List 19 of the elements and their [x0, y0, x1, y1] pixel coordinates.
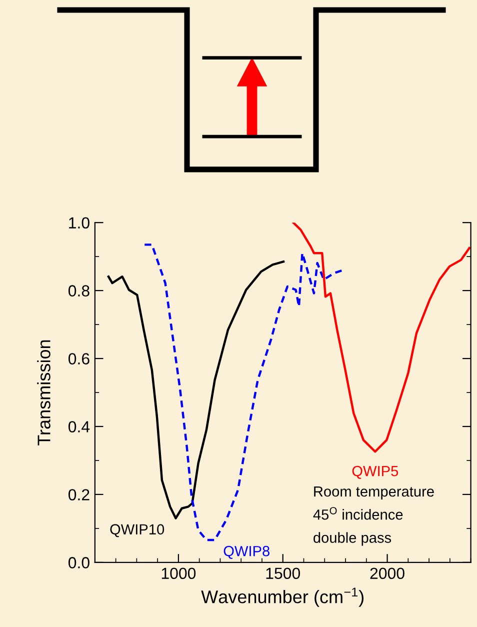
- line-series: [292, 222, 470, 453]
- annotation: double pass: [314, 532, 392, 546]
- annotation: QWIP8: [224, 546, 270, 559]
- y-tick-label: 0.4: [68, 421, 90, 432]
- y-axis-title: Transmission: [37, 340, 50, 446]
- y-tick-label: 0.0: [68, 557, 90, 568]
- y-tick-label: 0.6: [68, 353, 90, 364]
- annotation: Room temperature: [314, 486, 434, 500]
- x-tick-label: 2000: [370, 568, 404, 580]
- annotation: QWIP10: [110, 524, 164, 538]
- y-tick-label: 0.8: [68, 285, 90, 296]
- x-tick-label: 1500: [266, 568, 300, 580]
- x-tick-label: 1000: [162, 568, 196, 580]
- x-axis-title: Wavenumber (cm$^{−1}$): [201, 588, 364, 607]
- annotation: QWIP5: [352, 466, 398, 479]
- y-tick-label: 0.2: [68, 489, 90, 500]
- line-series: [107, 260, 285, 520]
- annotation: 45$^{O}$ incidence: [313, 507, 403, 520]
- y-tick-label: 1.0: [69, 217, 90, 229]
